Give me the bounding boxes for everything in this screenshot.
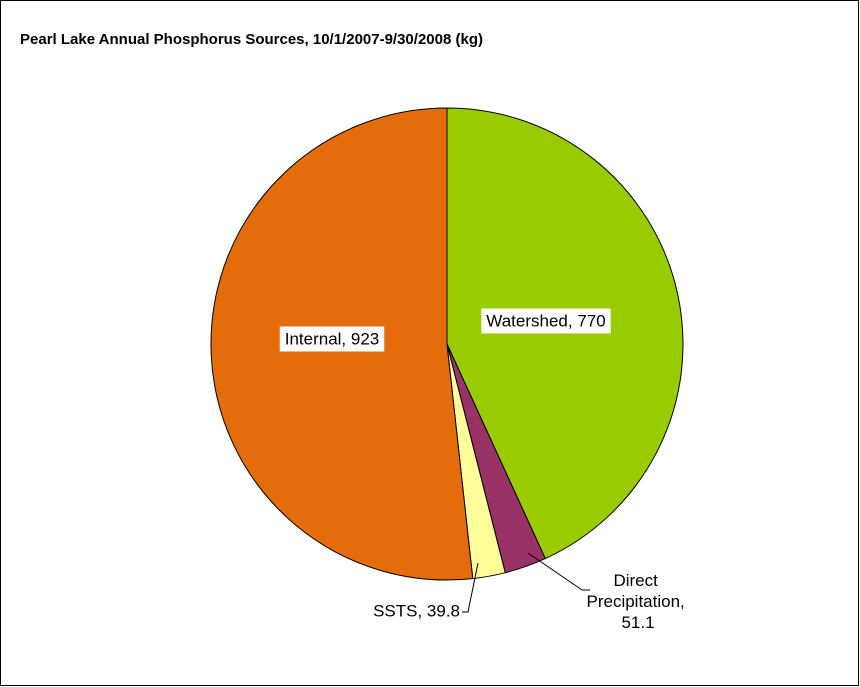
data-label: SSTS, 39.8 [373,601,460,620]
label-box [279,326,385,352]
chart-title: Pearl Lake Annual Phosphorus Sources, 10… [20,31,483,48]
leader-line [527,552,590,591]
leader-line [462,562,479,613]
label-box [481,308,611,334]
data-label: Watershed, 770 [486,311,605,330]
data-label: Internal, 923 [285,329,380,348]
data-label: Direct Precipitation, 51.1 [587,571,690,632]
